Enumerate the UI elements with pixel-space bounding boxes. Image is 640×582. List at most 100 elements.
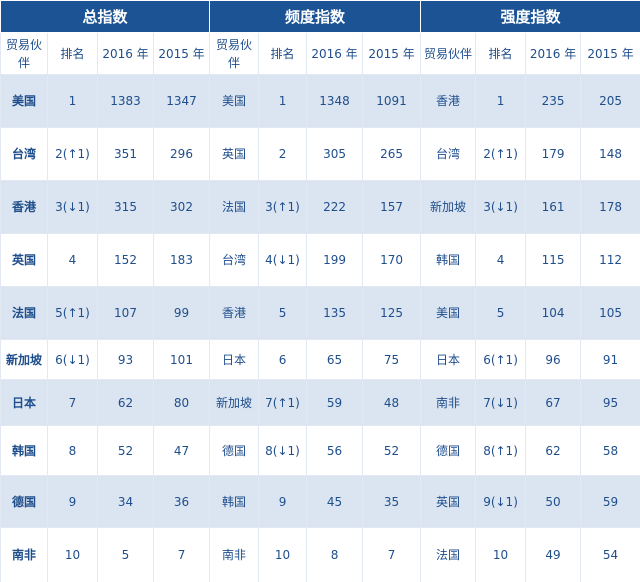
value-cell: 4 (475, 233, 527, 287)
column-header: 2015 年 (580, 32, 640, 75)
partner-cell: 美国 (420, 286, 477, 340)
value-cell: 6(↓1) (47, 339, 98, 380)
partner-cell: 香港 (209, 286, 260, 340)
partner-cell: 日本 (420, 339, 477, 380)
value-cell: 10 (258, 527, 308, 582)
value-cell: 2(↑1) (475, 127, 527, 181)
value-cell: 1383 (97, 74, 154, 128)
value-cell: 9 (47, 475, 98, 528)
column-header: 2015 年 (152, 32, 211, 75)
value-cell: 56 (306, 425, 364, 476)
value-cell: 91 (580, 339, 640, 380)
group-title: 频度指数 (209, 0, 422, 33)
group-title: 强度指数 (420, 0, 640, 33)
partner-cell: 英国 (0, 233, 48, 287)
value-cell: 9(↓1) (475, 475, 527, 528)
value-cell: 8(↑1) (475, 425, 527, 476)
partner-cell: 南非 (420, 379, 477, 426)
value-cell: 62 (525, 425, 582, 476)
value-cell: 10 (47, 527, 98, 582)
partner-cell: 德国 (420, 425, 477, 476)
value-cell: 6(↑1) (475, 339, 527, 380)
data-row: 韩国 8 52 47 德国 8(↓1) 56 52 德国 8(↑1) 62 58 (0, 425, 640, 476)
value-cell: 3(↑1) (258, 180, 308, 234)
value-cell: 170 (362, 233, 422, 287)
data-row: 法国 5(↑1) 107 99 香港 5 135 125 美国 5 104 105 (0, 286, 640, 340)
value-cell: 157 (362, 180, 422, 234)
partner-cell: 法国 (209, 180, 260, 234)
value-cell: 305 (306, 127, 364, 181)
value-cell: 59 (580, 475, 640, 528)
value-cell: 315 (97, 180, 154, 234)
value-cell: 161 (525, 180, 582, 234)
data-row: 日本 7 62 80 新加坡 7(↑1) 59 48 南非 7(↓1) 67 95 (0, 379, 640, 426)
column-header: 排名 (47, 32, 98, 75)
value-cell: 8(↓1) (258, 425, 308, 476)
value-cell: 4 (47, 233, 98, 287)
partner-cell: 南非 (0, 527, 48, 582)
value-cell: 152 (97, 233, 154, 287)
value-cell: 5 (258, 286, 308, 340)
value-cell: 5 (97, 527, 154, 582)
value-cell: 115 (525, 233, 582, 287)
value-cell: 75 (362, 339, 422, 380)
partner-cell: 美国 (0, 74, 48, 128)
header-row: 贸易伙伴 排名 2016 年 2015 年贸易伙伴 排名 2016 年 2015 年贸易伙伴… (0, 32, 640, 75)
value-cell: 7(↑1) (258, 379, 308, 426)
data-row: 新加坡 6(↓1) 93 101 日本 6 65 75 日本 6(↑1) 96 91 (0, 339, 640, 380)
value-cell: 104 (525, 286, 582, 340)
column-header: 贸易伙伴 (209, 32, 260, 75)
value-cell: 1 (258, 74, 308, 128)
column-header: 2016 年 (97, 32, 154, 75)
column-header: 排名 (475, 32, 527, 75)
value-cell: 222 (306, 180, 364, 234)
value-cell: 101 (152, 339, 211, 380)
partner-cell: 英国 (209, 127, 260, 181)
partner-cell: 德国 (0, 475, 48, 528)
value-cell: 6 (258, 339, 308, 380)
value-cell: 58 (580, 425, 640, 476)
partner-cell: 香港 (420, 74, 477, 128)
value-cell: 199 (306, 233, 364, 287)
value-cell: 5 (475, 286, 527, 340)
value-cell: 50 (525, 475, 582, 528)
data-row: 英国 4 152 183 台湾 4(↓1) 199 170 韩国 4 115 112 (0, 233, 640, 287)
value-cell: 148 (580, 127, 640, 181)
column-header: 贸易伙伴 (0, 32, 48, 75)
value-cell: 1347 (152, 74, 211, 128)
column-header: 2016 年 (306, 32, 364, 75)
value-cell: 52 (97, 425, 154, 476)
value-cell: 54 (580, 527, 640, 582)
partner-cell: 南非 (209, 527, 260, 582)
value-cell: 178 (580, 180, 640, 234)
value-cell: 8 (306, 527, 364, 582)
partner-cell: 香港 (0, 180, 48, 234)
value-cell: 135 (306, 286, 364, 340)
title-row: 总指数 频度指数 强度指数 (0, 0, 640, 33)
column-header: 贸易伙伴 (420, 32, 477, 75)
data-row: 香港 3(↓1) 315 302 法国 3(↑1) 222 157 新加坡 3(↓1) 161 178 (0, 180, 640, 234)
data-row: 德国 9 34 36 韩国 9 45 35 英国 9(↓1) 50 59 (0, 475, 640, 528)
value-cell: 7 (362, 527, 422, 582)
value-cell: 235 (525, 74, 582, 128)
column-header: 排名 (258, 32, 308, 75)
partner-cell: 德国 (209, 425, 260, 476)
value-cell: 7 (47, 379, 98, 426)
partner-cell: 法国 (0, 286, 48, 340)
partner-cell: 台湾 (209, 233, 260, 287)
value-cell: 62 (97, 379, 154, 426)
value-cell: 125 (362, 286, 422, 340)
value-cell: 1 (475, 74, 527, 128)
value-cell: 1091 (362, 74, 422, 128)
partner-cell: 新加坡 (420, 180, 477, 234)
partner-cell: 台湾 (420, 127, 477, 181)
partner-cell: 英国 (420, 475, 477, 528)
value-cell: 205 (580, 74, 640, 128)
partner-cell: 韩国 (0, 425, 48, 476)
value-cell: 5(↑1) (47, 286, 98, 340)
value-cell: 9 (258, 475, 308, 528)
value-cell: 1348 (306, 74, 364, 128)
value-cell: 10 (475, 527, 527, 582)
partner-cell: 日本 (209, 339, 260, 380)
